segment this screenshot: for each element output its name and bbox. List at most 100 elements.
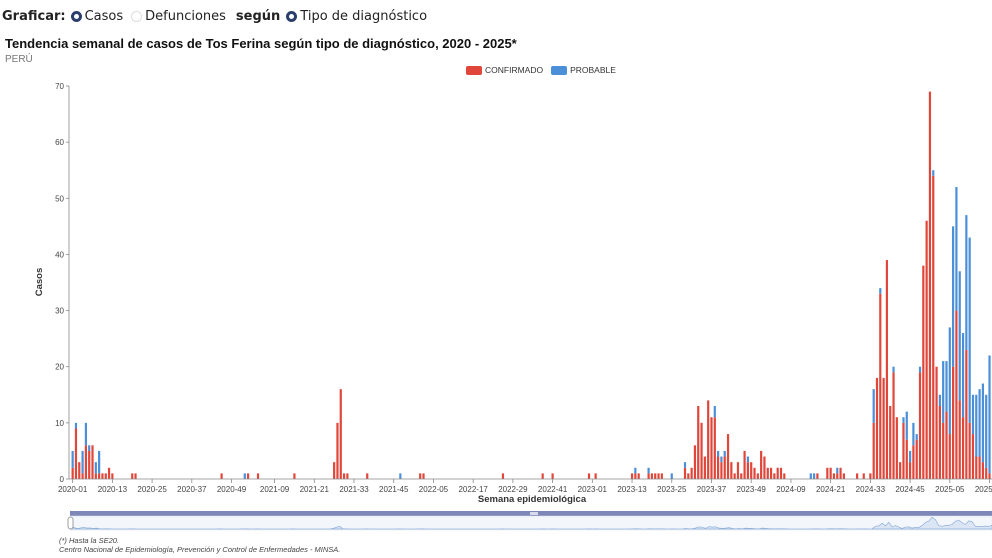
bar-confirmado[interactable] bbox=[915, 439, 918, 479]
bar-confirmado[interactable] bbox=[594, 473, 597, 479]
bar-confirmado[interactable] bbox=[945, 411, 948, 479]
bar-confirmado[interactable] bbox=[932, 175, 935, 480]
bar-probable[interactable] bbox=[88, 445, 91, 451]
bar-confirmado[interactable] bbox=[875, 377, 879, 479]
bar-probable[interactable] bbox=[961, 333, 965, 418]
bar-confirmado[interactable] bbox=[760, 450, 763, 479]
bar-probable[interactable] bbox=[872, 389, 875, 423]
bar-confirmado[interactable] bbox=[104, 473, 107, 479]
bar-confirmado[interactable] bbox=[836, 473, 839, 479]
bar-confirmado[interactable] bbox=[879, 293, 882, 479]
bar-confirmado[interactable] bbox=[918, 372, 922, 479]
bar-confirmado[interactable] bbox=[246, 473, 250, 479]
bar-probable[interactable] bbox=[74, 422, 78, 429]
bar-confirmado[interactable] bbox=[971, 434, 975, 479]
bar-confirmado[interactable] bbox=[333, 462, 336, 479]
bar-confirmado[interactable] bbox=[872, 422, 875, 479]
bar-probable[interactable] bbox=[720, 456, 723, 463]
bar-confirmado[interactable] bbox=[657, 473, 660, 479]
bar-probable[interactable] bbox=[243, 473, 246, 479]
radio-casos[interactable]: Casos bbox=[70, 9, 123, 24]
bar-confirmado[interactable] bbox=[690, 467, 693, 479]
bar-confirmado[interactable] bbox=[882, 377, 885, 479]
bar-probable[interactable] bbox=[978, 389, 981, 457]
bar-confirmado[interactable] bbox=[98, 473, 101, 479]
bar-confirmado[interactable] bbox=[730, 462, 733, 479]
bar-confirmado[interactable] bbox=[501, 473, 505, 479]
bar-confirmado[interactable] bbox=[869, 473, 872, 479]
bar-confirmado[interactable] bbox=[637, 473, 640, 479]
bar-confirmado[interactable] bbox=[912, 445, 915, 479]
bar-confirmado[interactable] bbox=[988, 473, 991, 479]
bar-confirmado[interactable] bbox=[750, 462, 753, 479]
bar-confirmado[interactable] bbox=[541, 473, 544, 479]
bar-confirmado[interactable] bbox=[551, 473, 554, 479]
bar-confirmado[interactable] bbox=[634, 473, 637, 479]
bar-probable[interactable] bbox=[812, 473, 816, 479]
bar-confirmado[interactable] bbox=[942, 422, 945, 479]
bar-confirmado[interactable] bbox=[885, 260, 889, 479]
navigator-left-handle[interactable] bbox=[67, 516, 74, 530]
bar-probable[interactable] bbox=[942, 361, 945, 423]
bar-confirmado[interactable] bbox=[965, 349, 968, 479]
legend-item-confirmado[interactable]: CONFIRMADO bbox=[466, 65, 543, 75]
bar-probable[interactable] bbox=[955, 187, 958, 311]
bar-confirmado[interactable] bbox=[783, 473, 786, 479]
bar-confirmado[interactable] bbox=[687, 473, 690, 479]
bar-confirmado[interactable] bbox=[346, 473, 349, 479]
bar-confirmado[interactable] bbox=[952, 366, 955, 479]
bar-confirmado[interactable] bbox=[746, 462, 749, 479]
bar-confirmado[interactable] bbox=[763, 456, 766, 479]
bar-confirmado[interactable] bbox=[710, 417, 713, 479]
bar-probable[interactable] bbox=[94, 462, 97, 474]
bar-confirmado[interactable] bbox=[342, 473, 346, 479]
bar-confirmado[interactable] bbox=[981, 462, 985, 479]
bar-confirmado[interactable] bbox=[107, 467, 111, 479]
bar-probable[interactable] bbox=[915, 434, 918, 440]
bar-probable[interactable] bbox=[952, 226, 955, 367]
bar-confirmado[interactable] bbox=[736, 462, 740, 479]
bar-confirmado[interactable] bbox=[925, 220, 928, 479]
bar-confirmado[interactable] bbox=[779, 467, 783, 479]
bar-probable[interactable] bbox=[918, 366, 922, 373]
bar-confirmado[interactable] bbox=[587, 473, 591, 479]
bar-probable[interactable] bbox=[948, 327, 951, 435]
bar-confirmado[interactable] bbox=[339, 389, 342, 479]
bar-confirmado[interactable] bbox=[71, 467, 74, 479]
navigator-grip-icon[interactable] bbox=[530, 512, 538, 515]
bar-probable[interactable] bbox=[988, 355, 991, 474]
bar-confirmado[interactable] bbox=[938, 406, 941, 479]
bar-confirmado[interactable] bbox=[422, 473, 425, 479]
bar-probable[interactable] bbox=[892, 366, 895, 373]
bar-probable[interactable] bbox=[81, 450, 84, 474]
bar-confirmado[interactable] bbox=[935, 366, 938, 479]
bar-probable[interactable] bbox=[938, 394, 941, 407]
bar-confirmado[interactable] bbox=[766, 467, 769, 479]
bar-confirmado[interactable] bbox=[753, 467, 756, 479]
bar-probable[interactable] bbox=[647, 467, 650, 474]
bar-probable[interactable] bbox=[84, 422, 87, 446]
bar-confirmado[interactable] bbox=[733, 473, 736, 479]
bar-confirmado[interactable] bbox=[683, 467, 687, 479]
bar-probable[interactable] bbox=[713, 406, 716, 418]
bar-confirmado[interactable] bbox=[697, 406, 700, 479]
bar-probable[interactable] bbox=[746, 456, 749, 463]
bar-probable[interactable] bbox=[634, 467, 637, 474]
bar-probable[interactable] bbox=[932, 170, 935, 176]
bar-confirmado[interactable] bbox=[81, 473, 84, 479]
bar-confirmado[interactable] bbox=[922, 265, 925, 479]
bar-probable[interactable] bbox=[971, 394, 975, 435]
range-navigator[interactable] bbox=[67, 511, 992, 531]
bar-confirmado[interactable] bbox=[707, 400, 710, 479]
bar-confirmado[interactable] bbox=[660, 473, 663, 479]
bar-confirmado[interactable] bbox=[723, 456, 726, 479]
bar-confirmado[interactable] bbox=[84, 445, 87, 479]
bar-confirmado[interactable] bbox=[630, 473, 634, 479]
bar-confirmado[interactable] bbox=[895, 417, 898, 479]
bar-probable[interactable] bbox=[965, 215, 968, 350]
bar-confirmado[interactable] bbox=[131, 473, 134, 479]
bar-confirmado[interactable] bbox=[816, 473, 819, 479]
bar-probable[interactable] bbox=[399, 473, 402, 479]
bar-probable[interactable] bbox=[809, 473, 812, 479]
bar-confirmado[interactable] bbox=[647, 473, 650, 479]
